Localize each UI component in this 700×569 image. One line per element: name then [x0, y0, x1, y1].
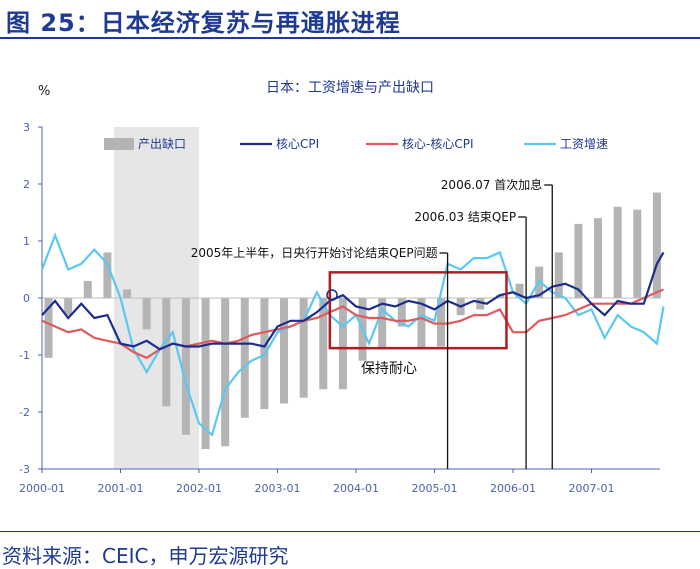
- output-gap-bar: [181, 298, 190, 435]
- y-tick-label: -1: [19, 349, 30, 362]
- output-gap-bar: [515, 283, 524, 298]
- x-ticks: 2000-01 2001-01 2002-01 2003-01 2004-01 2005-…: [19, 469, 614, 495]
- source-rule: [0, 531, 700, 532]
- source-note: 资料来源：CEIC，申万宏源研究: [2, 544, 289, 568]
- y-tick-label: -3: [19, 463, 30, 476]
- x-tick-label: 2007-01: [569, 482, 615, 495]
- output-gap-bar: [83, 280, 92, 298]
- figure-title: 图 25：日本经济复苏与再通胀进程: [6, 9, 401, 37]
- legend: 产出缺口 核心CPI 核心-核心CPI 工资增速: [104, 136, 608, 151]
- output-gap-bar: [437, 298, 446, 347]
- output-gap-bar: [495, 295, 504, 298]
- output-gap-bar: [574, 223, 583, 298]
- annotation-label: 2005年上半年，日央行开始讨论结束QEP问题: [191, 246, 438, 260]
- output-gap-bar: [554, 252, 563, 298]
- legend-label-core-cpi: 核心CPI: [276, 137, 319, 151]
- y-tick-label: 3: [23, 121, 30, 134]
- x-tick-label: 2000-01: [19, 482, 65, 495]
- x-tick-label: 2006-01: [490, 482, 536, 495]
- x-tick-label: 2001-01: [98, 482, 144, 495]
- output-gap-bar: [319, 298, 328, 390]
- output-gap-bar: [417, 298, 426, 350]
- annotation-label: 2006.03 结束QEP: [414, 210, 516, 224]
- output-gap-bar: [162, 298, 171, 407]
- output-gap-bar: [123, 289, 132, 298]
- core-cpi-line: [41, 251, 665, 351]
- patience-label: 保持耐心: [361, 361, 417, 377]
- y-tick-label: 2: [23, 178, 30, 191]
- annotation-label: 2006.07 首次加息: [441, 177, 542, 192]
- title-rule: [0, 37, 700, 39]
- output-gap-bar: [476, 298, 485, 310]
- x-tick-label: 2002-01: [176, 482, 222, 495]
- legend-swatch-output-gap: [104, 138, 134, 150]
- output-gap-bar: [299, 298, 308, 398]
- output-gap-bar: [652, 192, 661, 298]
- y-tick-label: 1: [23, 235, 30, 248]
- output-gap-bar: [613, 206, 622, 298]
- x-tick-label: 2005-01: [412, 482, 458, 495]
- chart-title: 日本：工资增速与产出缺口: [266, 80, 434, 96]
- x-tick-label: 2004-01: [333, 482, 379, 495]
- core-core-cpi-line: [41, 288, 664, 360]
- marker-circle: [326, 289, 338, 301]
- output-gap-bar: [594, 218, 603, 298]
- output-gap-bar: [64, 298, 73, 316]
- legend-label-wage-growth: 工资增速: [560, 137, 608, 151]
- output-gap-bar: [378, 298, 387, 350]
- patience-box: [328, 271, 508, 350]
- y-tick-label: 0: [23, 292, 30, 305]
- output-gap-bar: [201, 298, 210, 450]
- output-gap-bar: [44, 298, 53, 358]
- y-tick-label: -2: [19, 406, 30, 419]
- y-unit-label: %: [38, 84, 50, 99]
- output-gap-bar: [103, 252, 112, 298]
- output-gap-bar: [142, 298, 151, 330]
- x-tick-label: 2003-01: [255, 482, 301, 495]
- legend-label-core-core-cpi: 核心-核心CPI: [402, 137, 474, 151]
- legend-label-output-gap: 产出缺口: [138, 136, 186, 151]
- output-gap-bar: [397, 298, 406, 327]
- output-gap-bar: [240, 298, 249, 418]
- output-gap-bar: [633, 209, 642, 298]
- output-gap-bar: [221, 298, 230, 447]
- output-gap-bar: [280, 298, 289, 404]
- annotations: 2006.07 首次加息 2006.03 结束QEP 2005年上半年，日央行开始讨…: [191, 177, 553, 469]
- output-gap-bar: [338, 298, 347, 390]
- y-ticks: 3 2 1 0 -1 -2 -3: [19, 121, 42, 476]
